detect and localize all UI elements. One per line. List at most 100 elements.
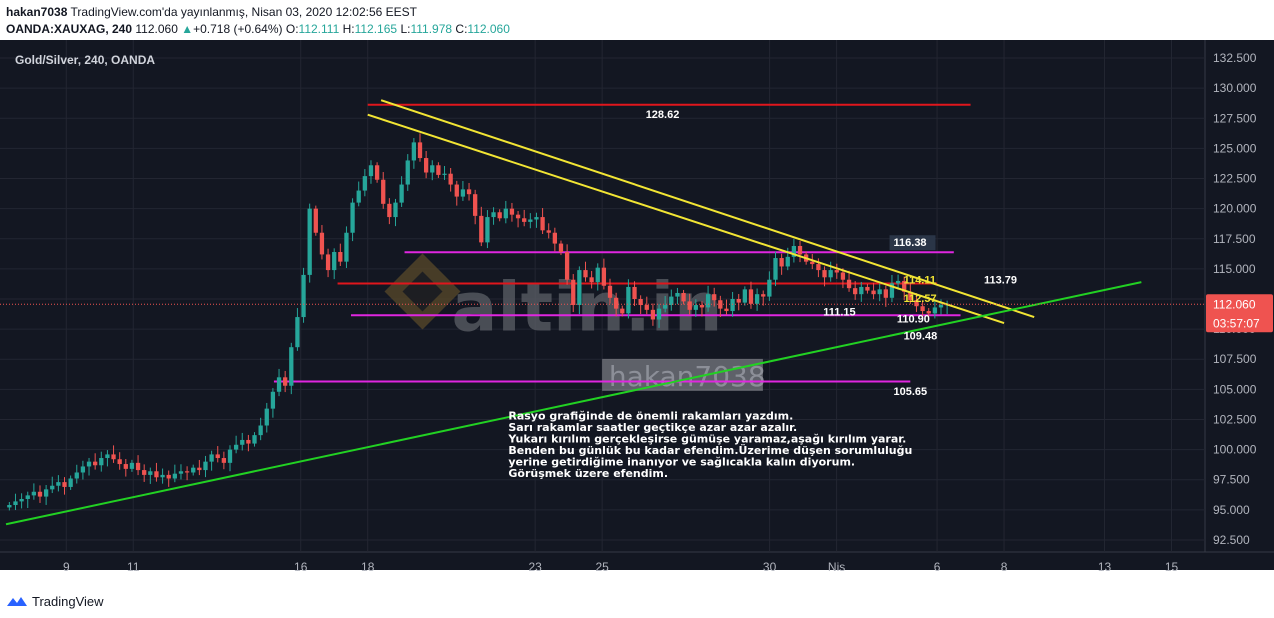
time-tick-label: 18 <box>361 560 375 574</box>
candle-body <box>515 214 521 219</box>
price-tick-label: 125.000 <box>1213 141 1257 155</box>
price-chart[interactable]: altin.in hakan7038 128.62116.38113.79111… <box>0 40 1274 580</box>
candle-body <box>178 471 184 474</box>
candle-body <box>99 458 104 466</box>
candle-body <box>650 309 656 320</box>
price-tick-label: 132.500 <box>1213 51 1257 65</box>
candle-body <box>148 471 153 475</box>
chart-title: Gold/Silver, 240, OANDA <box>15 53 155 67</box>
time-axis[interactable] <box>0 552 1274 570</box>
note-line: Görüşmek üzere efendim. <box>508 467 668 480</box>
candle-body <box>19 498 24 502</box>
candle-body <box>325 254 331 271</box>
annotation-label: 110.90 <box>897 313 930 325</box>
trend-line-yellow-upper <box>380 99 1035 319</box>
last-price-header: 112.060 <box>135 22 178 36</box>
author-name[interactable]: hakan7038 <box>6 5 68 19</box>
candle-body <box>638 299 643 306</box>
trend-line-green-support <box>5 281 1142 526</box>
candle-body <box>283 377 288 386</box>
candle-body <box>503 208 508 219</box>
candle-body <box>405 160 410 185</box>
candle-body <box>221 458 227 463</box>
candle-countdown: 03:57:07 <box>1213 316 1260 330</box>
candle-body <box>779 258 784 267</box>
horizontal-levels: 128.62 116.38 113.79 111.15 105.65 <box>273 103 1017 398</box>
candle-body <box>423 158 429 173</box>
candle-body <box>13 501 18 506</box>
publish-info: hakan7038 TradingView.com'da yayınlanmış… <box>6 5 417 19</box>
candle-body <box>197 467 202 471</box>
candle-body <box>540 217 545 231</box>
candle-body <box>43 489 49 497</box>
candle-body <box>914 300 919 307</box>
candle-body <box>460 189 466 197</box>
symbol-label: OANDA:XAUXAG, 240 <box>6 22 133 36</box>
candle-body <box>730 299 735 312</box>
price-change: +0.718 (+0.64%) <box>193 22 283 36</box>
publish-date: TradingView.com'da yayınlanmış, Nisan 03… <box>70 5 418 19</box>
candle-body <box>902 280 907 292</box>
last-price-tag-box <box>1206 294 1273 333</box>
tradingview-logo-icon[interactable] <box>6 594 28 608</box>
candle-body <box>748 289 754 304</box>
price-tick-label: 105.000 <box>1213 382 1257 396</box>
candle-body <box>184 471 190 473</box>
candle-body <box>466 189 472 195</box>
candle-body <box>785 256 790 267</box>
candle-body <box>209 454 214 462</box>
candle-body <box>123 464 128 469</box>
price-tick-label: 97.500 <box>1213 473 1250 487</box>
candle-body <box>932 307 938 314</box>
candle-body <box>74 472 79 479</box>
candle-body <box>362 176 367 191</box>
candle-body <box>583 270 588 278</box>
candlestick-series <box>7 133 950 511</box>
candle-body <box>393 202 398 218</box>
open-label: O: <box>285 22 299 36</box>
candle-body <box>203 461 208 471</box>
price-tick-label: 115.000 <box>1213 262 1256 276</box>
candle-body <box>258 425 263 436</box>
candle-body <box>68 478 73 487</box>
candle-body <box>233 444 239 450</box>
candle-body <box>564 252 570 280</box>
footer-brand[interactable]: TradingView <box>32 593 104 609</box>
candle-body <box>454 184 459 197</box>
level-113-79-label: 113.79 <box>984 274 1017 286</box>
candle-body <box>111 454 116 460</box>
candle-body <box>522 218 527 222</box>
candle-body <box>840 272 846 280</box>
time-tick-label: Nis <box>828 560 845 574</box>
candle-body <box>552 232 557 244</box>
author-watermark-text: hakan7038 <box>609 360 766 393</box>
candle-body <box>160 474 165 478</box>
time-tick-label: 13 <box>1098 560 1112 574</box>
candle-body <box>736 299 741 303</box>
candle-body <box>571 279 576 306</box>
candle-body <box>877 289 882 295</box>
candle-body <box>313 208 318 233</box>
candle-body <box>620 308 625 314</box>
candle-body <box>626 286 631 314</box>
note-line: Sarı rakamlar saatler geçtikçe azar azar… <box>508 421 797 434</box>
candle-body <box>117 459 122 465</box>
candle-body <box>656 308 662 320</box>
candle-body <box>93 461 98 466</box>
time-tick-label: 6 <box>934 560 941 574</box>
note-line: Yukarı kırılım gerçekleşirse gümüşe yara… <box>507 432 906 445</box>
candle-body <box>724 308 729 312</box>
time-tick-label: 16 <box>294 560 308 574</box>
price-tick-label: 100.000 <box>1213 443 1257 457</box>
candle-body <box>509 208 515 215</box>
candle-body <box>589 277 594 283</box>
candle-body <box>442 173 447 175</box>
candle-body <box>246 439 251 444</box>
note-line: yerine getirdiğime inanıyor ve sağlıcakl… <box>508 455 855 468</box>
candle-body <box>546 230 551 233</box>
candle-body <box>172 473 177 479</box>
time-axis-labels: 9 11 16 18 23 25 30 Nis 6 8 13 15 <box>63 560 1179 574</box>
candle-body <box>56 482 61 486</box>
candle-body <box>215 454 220 459</box>
analysis-note: Rasyo grafiğinde de önemli rakamları yaz… <box>507 409 912 480</box>
